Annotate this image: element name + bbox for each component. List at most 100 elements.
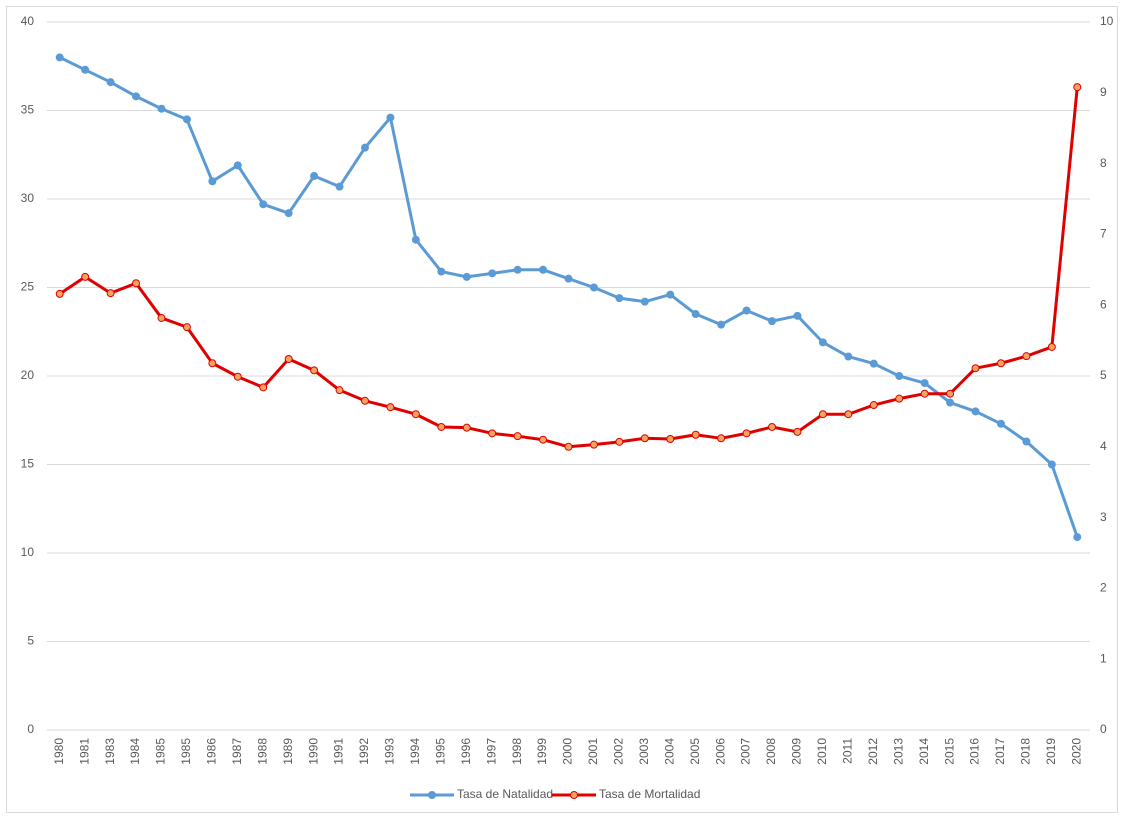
x-tick-label: 2008 bbox=[764, 738, 778, 765]
data-point bbox=[386, 403, 395, 412]
x-tick-label: 2015 bbox=[942, 738, 956, 765]
y-tick-label: 35 bbox=[21, 103, 35, 117]
data-point bbox=[386, 113, 395, 122]
data-point bbox=[233, 372, 242, 381]
x-tick-label: 2012 bbox=[866, 738, 880, 765]
x-tick-label: 1992 bbox=[357, 738, 371, 765]
x-tick-label: 2000 bbox=[561, 738, 575, 765]
data-point bbox=[284, 355, 293, 364]
x-tick-label: 2011 bbox=[841, 738, 855, 764]
x-tick-label: 2010 bbox=[815, 738, 829, 765]
y2-tick-label: 7 bbox=[1100, 227, 1107, 241]
data-point bbox=[996, 419, 1005, 428]
data-point bbox=[1047, 460, 1056, 469]
x-tick-label: 1988 bbox=[255, 738, 269, 765]
data-point bbox=[895, 394, 904, 403]
data-point bbox=[513, 265, 522, 274]
data-point bbox=[182, 115, 191, 124]
data-point bbox=[920, 379, 929, 388]
x-tick-label: 1990 bbox=[306, 738, 320, 765]
x-tick-label: 1986 bbox=[205, 738, 219, 765]
data-point bbox=[615, 294, 624, 303]
data-point bbox=[666, 290, 675, 299]
data-point bbox=[437, 267, 446, 276]
legend-label: Tasa de Natalidad bbox=[457, 787, 553, 801]
legend-label: Tasa de Mortalidad bbox=[599, 787, 700, 801]
x-tick-label: 1997 bbox=[484, 738, 498, 765]
x-tick-label: 2018 bbox=[1019, 738, 1033, 765]
y2-tick-label: 0 bbox=[1100, 722, 1107, 736]
x-tick-label: 2016 bbox=[968, 738, 982, 765]
x-tick-label: 2007 bbox=[739, 738, 753, 765]
data-point bbox=[106, 78, 115, 87]
y-tick-label: 30 bbox=[21, 191, 35, 205]
x-tick-label: 2020 bbox=[1069, 738, 1083, 765]
data-point bbox=[691, 310, 700, 319]
x-tick-label: 2013 bbox=[891, 738, 905, 765]
x-tick-label: 2001 bbox=[586, 738, 600, 765]
x-tick-label: 2006 bbox=[713, 738, 727, 765]
data-point bbox=[81, 65, 90, 74]
data-point bbox=[869, 401, 878, 410]
y-tick-label: 25 bbox=[21, 280, 35, 294]
data-point bbox=[971, 407, 980, 416]
data-point bbox=[946, 389, 955, 398]
data-point bbox=[360, 143, 369, 152]
x-tick-label: 1980 bbox=[52, 738, 66, 765]
x-tick-label: 1994 bbox=[408, 738, 422, 765]
data-point bbox=[920, 389, 929, 398]
data-point bbox=[768, 317, 777, 326]
data-point bbox=[640, 297, 649, 306]
data-point bbox=[844, 410, 853, 419]
data-point bbox=[564, 274, 573, 283]
data-point bbox=[1022, 352, 1031, 361]
y-tick-label: 15 bbox=[21, 457, 35, 471]
data-point bbox=[411, 235, 420, 244]
x-tick-label: 2019 bbox=[1044, 738, 1058, 765]
data-point bbox=[208, 359, 217, 368]
data-point bbox=[564, 442, 573, 451]
x-tick-label: 1996 bbox=[459, 738, 473, 765]
data-point bbox=[615, 437, 624, 446]
y2-tick-label: 4 bbox=[1100, 439, 1107, 453]
x-tick-label: 2003 bbox=[637, 738, 651, 765]
data-point bbox=[818, 338, 827, 347]
data-point bbox=[310, 366, 319, 375]
data-point bbox=[462, 272, 471, 281]
x-tick-label: 1983 bbox=[103, 738, 117, 765]
y-tick-label: 10 bbox=[21, 545, 35, 559]
x-tick-label: 2009 bbox=[790, 738, 804, 765]
data-point bbox=[437, 422, 446, 431]
y2-tick-label: 9 bbox=[1100, 85, 1107, 99]
data-point bbox=[742, 429, 751, 438]
data-point bbox=[462, 423, 471, 432]
data-point bbox=[513, 432, 522, 441]
legend-marker bbox=[570, 791, 578, 799]
y2-tick-label: 1 bbox=[1100, 651, 1107, 665]
x-tick-label: 1998 bbox=[510, 738, 524, 765]
data-point bbox=[360, 396, 369, 405]
x-tick-label: 1985 bbox=[154, 738, 168, 765]
data-point bbox=[869, 359, 878, 368]
y2-tick-label: 3 bbox=[1100, 510, 1107, 524]
x-tick-label: 1995 bbox=[433, 738, 447, 765]
y2-tick-label: 6 bbox=[1100, 297, 1107, 311]
data-point bbox=[793, 311, 802, 320]
data-point bbox=[55, 53, 64, 62]
data-point bbox=[488, 269, 497, 278]
data-point bbox=[411, 410, 420, 419]
x-tick-label: 1999 bbox=[535, 738, 549, 765]
y-tick-label: 5 bbox=[27, 634, 34, 648]
y-tick-label: 20 bbox=[21, 368, 35, 382]
data-point bbox=[335, 386, 344, 395]
data-point bbox=[182, 323, 191, 332]
y-tick-label: 0 bbox=[27, 722, 34, 736]
data-point bbox=[589, 440, 598, 449]
data-point bbox=[742, 306, 751, 315]
data-point bbox=[259, 383, 268, 392]
data-point bbox=[539, 435, 548, 444]
y-tick-label: 40 bbox=[21, 14, 35, 28]
data-point bbox=[157, 104, 166, 113]
